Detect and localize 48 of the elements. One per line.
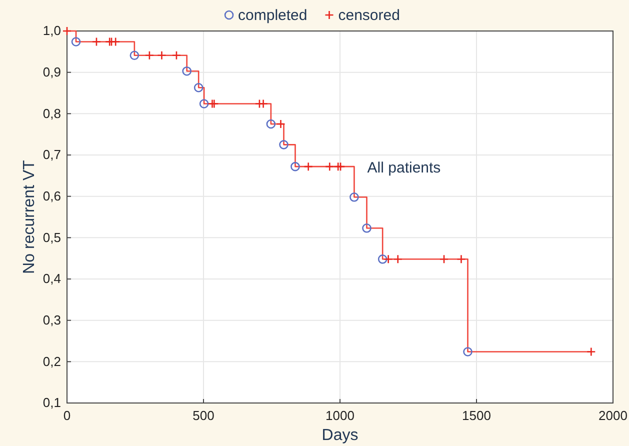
- point: [586, 347, 596, 356]
- point: [208, 99, 217, 108]
- point: [182, 66, 192, 76]
- x-tick-label: 500: [192, 408, 214, 424]
- x-axis-title: Days: [322, 427, 358, 444]
- point: [393, 254, 403, 264]
- y-axis-title: No recurrent VT: [21, 160, 38, 274]
- point: [194, 82, 204, 92]
- legend-label: censored: [338, 7, 400, 24]
- point: [384, 254, 393, 264]
- y-tick-label: 0,2: [42, 354, 61, 369]
- y-tick-label: 0,3: [42, 312, 61, 328]
- point: [62, 26, 72, 36]
- point: [362, 224, 372, 233]
- point: [350, 192, 359, 202]
- point: [144, 50, 154, 60]
- y-tick-label: 0,4: [42, 271, 61, 286]
- annotation: All patients: [367, 159, 441, 176]
- y-tick-label: 1,0: [42, 23, 61, 38]
- point: [172, 50, 182, 60]
- point: [276, 119, 286, 129]
- point: [130, 50, 140, 60]
- point: [209, 99, 219, 108]
- y-tick-label: 0,9: [42, 64, 61, 80]
- x-tick-label: 1000: [326, 408, 354, 424]
- point: [456, 254, 466, 264]
- legend-label: completed: [238, 7, 308, 24]
- point: [304, 162, 313, 172]
- point: [279, 140, 288, 150]
- x-tick-label: 1500: [462, 408, 491, 424]
- point: [92, 37, 102, 46]
- y-tick-label: 0,8: [42, 106, 61, 121]
- point: [290, 162, 300, 172]
- point: [463, 347, 472, 356]
- y-tick-label: 0,5: [42, 230, 61, 245]
- y-tick-label: 0,1: [42, 395, 61, 410]
- point: [336, 162, 346, 172]
- y-tick-label: 0,6: [42, 188, 61, 204]
- x-tick-label: 0: [63, 408, 71, 424]
- y-tick-label: 0,7: [42, 147, 61, 162]
- point: [439, 254, 449, 264]
- x-tick-label: 2000: [598, 408, 628, 424]
- point: [266, 119, 276, 129]
- point: [378, 254, 388, 264]
- point: [324, 162, 334, 172]
- point: [157, 50, 166, 60]
- point: [71, 37, 81, 46]
- point: [199, 99, 209, 108]
